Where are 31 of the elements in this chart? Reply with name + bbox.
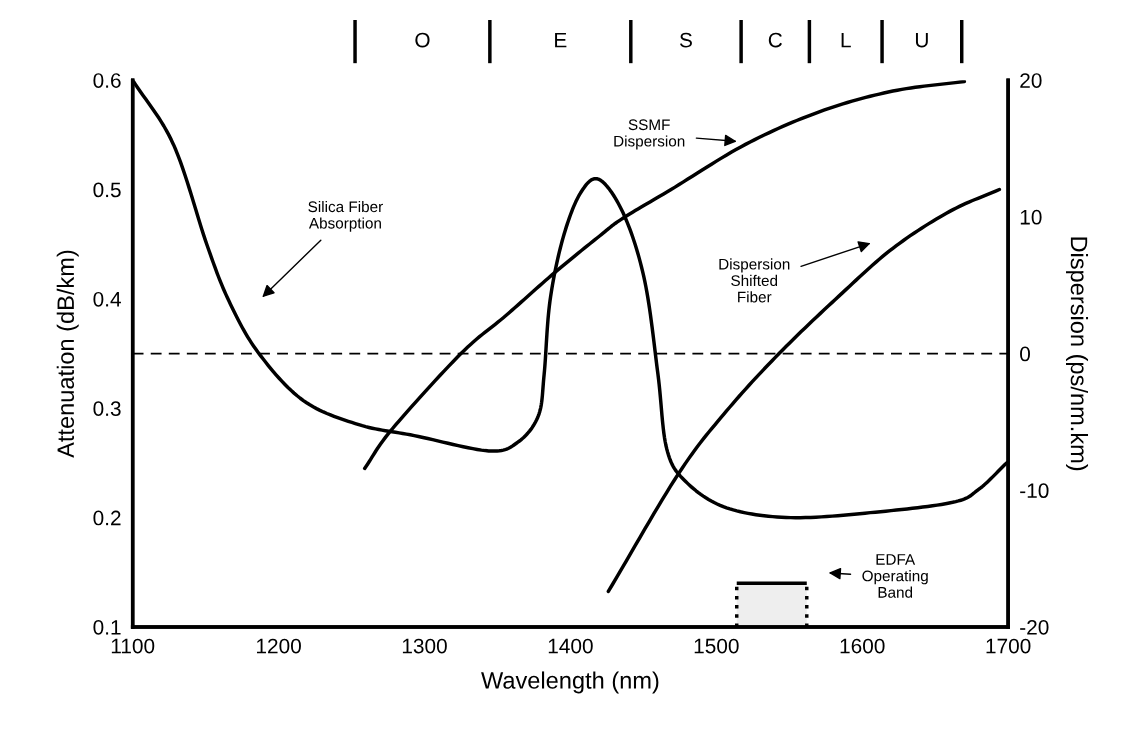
x-tick-label: 1200 — [257, 638, 301, 654]
y-axis-title: Attenuation (dB/km) — [56, 250, 79, 458]
text: S — [679, 32, 692, 48]
y-tick-label: 0.3 — [93, 401, 121, 416]
y-tick-label: 0.2 — [93, 510, 121, 526]
text: E — [555, 32, 567, 48]
annotation: Dispersion Shifted Fiber — [719, 258, 790, 303]
y2-tick-label: -20 — [1020, 619, 1049, 635]
y-tick-label: 0.1 — [93, 619, 121, 635]
x-tick-label: 1100 — [111, 638, 155, 654]
text: U — [915, 32, 928, 48]
x-tick-label: 1400 — [548, 638, 593, 654]
y-tick-label: 0.4 — [93, 291, 121, 307]
x-tick-label: 1300 — [402, 638, 447, 654]
text: O — [415, 32, 430, 48]
text: L — [841, 32, 851, 48]
y2-tick-label: 0 — [1020, 346, 1031, 362]
y2-tick-label: 10 — [1020, 209, 1042, 225]
text: C — [768, 32, 782, 48]
annotation: SSMF Dispersion — [614, 119, 685, 150]
y-tick-label: 0.5 — [93, 182, 121, 198]
x-tick-label: 1500 — [694, 638, 739, 654]
x-axis-title: Wavelength (nm) — [481, 671, 659, 694]
annotation: Silica Fiber Absorption — [308, 200, 383, 232]
y2-tick-label: 20 — [1020, 73, 1042, 88]
annotation: EDFA Operating Band — [862, 554, 928, 598]
x-tick-label: 1700 — [986, 638, 1031, 654]
y-tick-label: 0.6 — [93, 73, 121, 88]
y2-axis-title: Dispersion (ps/nm.km) — [1066, 237, 1089, 471]
y2-tick-label: -10 — [1020, 483, 1049, 499]
x-tick-label: 1600 — [840, 638, 885, 654]
